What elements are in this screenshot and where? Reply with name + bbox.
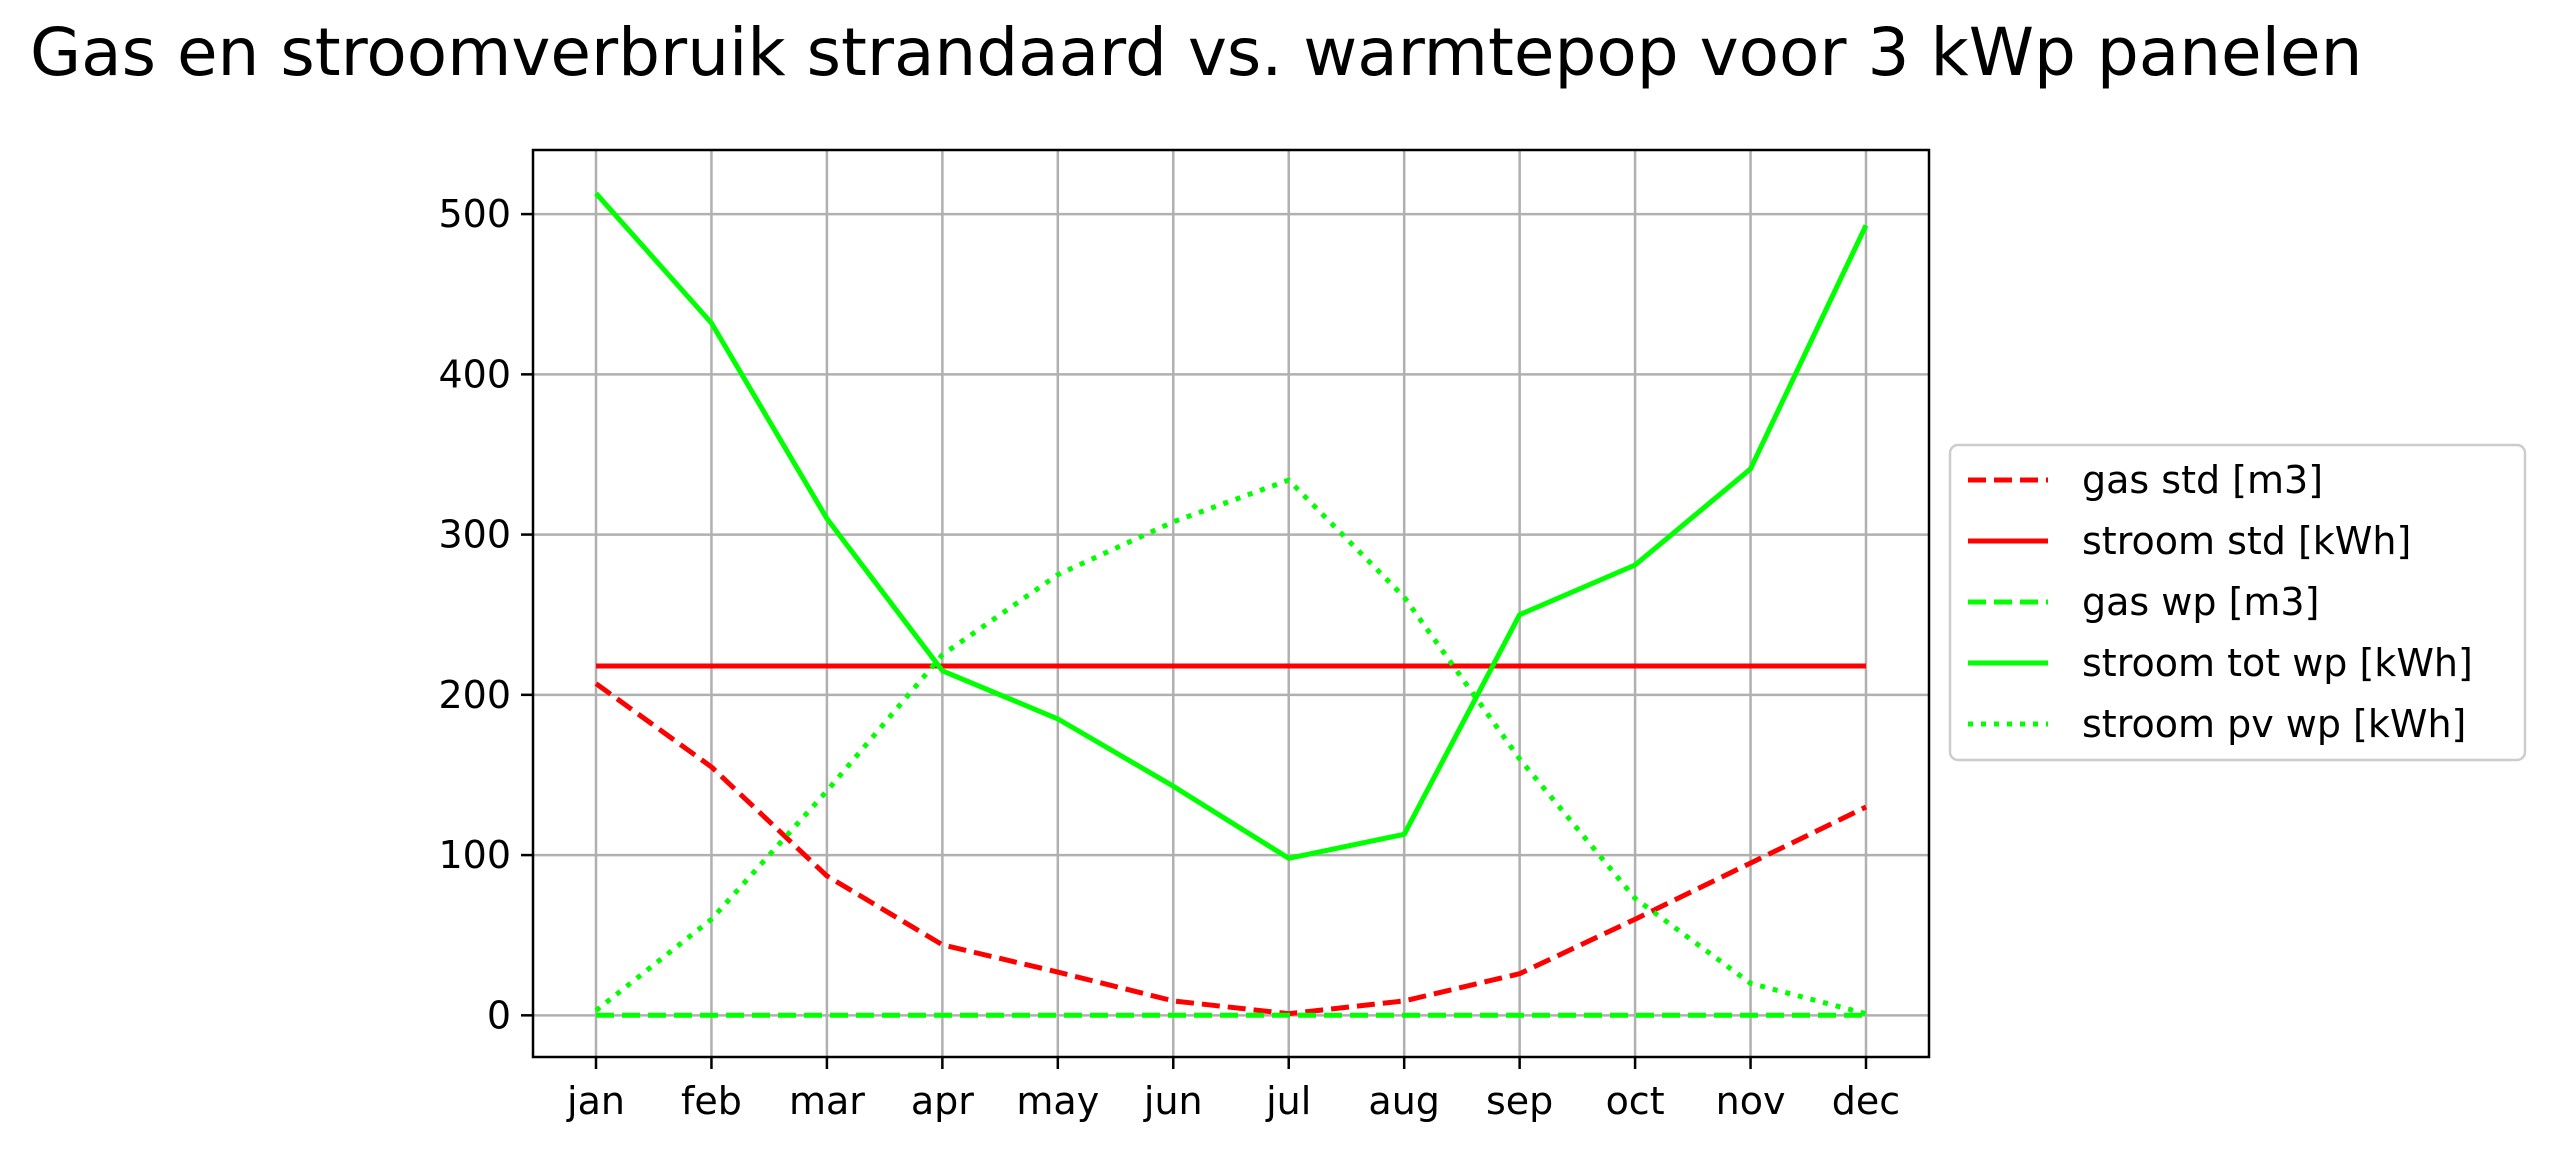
legend-label: gas std [m3] <box>2082 458 2323 502</box>
x-tick-label: nov <box>1716 1079 1786 1123</box>
y-tick-label: 300 <box>438 513 511 557</box>
x-tick-label: jul <box>1265 1079 1311 1123</box>
axes-frame <box>531 148 1931 1059</box>
series-line <box>594 191 1869 861</box>
series-line <box>594 681 1868 1017</box>
y-tick-label: 400 <box>438 352 511 396</box>
series-line <box>594 477 1867 1017</box>
plot-lines <box>594 191 1869 1018</box>
axis-ticks: jan feb mar apr may jun jul aug sep oct nov dec 0 100… <box>438 192 1900 1123</box>
x-tick-label: mar <box>789 1079 865 1123</box>
x-tick-label: may <box>1016 1079 1099 1123</box>
y-tick-label: 500 <box>438 192 511 236</box>
chart-title: Gas en stroomverbruik strandaard vs. war… <box>30 14 2362 91</box>
legend-label: stroom pv wp [kWh] <box>2082 702 2466 746</box>
x-tick-label: apr <box>911 1079 974 1123</box>
legend-box <box>1948 443 2527 762</box>
x-tick-label: oct <box>1606 1079 1665 1123</box>
x-tick-label: jan <box>566 1079 625 1123</box>
x-tick-label: aug <box>1368 1079 1440 1123</box>
legend-label: stroom tot wp [kWh] <box>2082 641 2473 685</box>
grid <box>533 150 1929 1057</box>
legend-label: gas wp [m3] <box>2082 580 2319 624</box>
x-tick-label: sep <box>1486 1079 1553 1123</box>
x-tick-label: feb <box>681 1079 742 1123</box>
y-tick-label: 0 <box>487 993 511 1037</box>
y-tick-label: 200 <box>438 673 511 717</box>
x-tick-label: jun <box>1143 1079 1203 1123</box>
legend: gas std [m3] stroom std [kWh] gas wp [m3] s… <box>1948 443 2527 762</box>
x-tick-label: dec <box>1832 1079 1900 1123</box>
legend-label: stroom std [kWh] <box>2082 519 2411 563</box>
y-tick-label: 100 <box>438 833 511 877</box>
